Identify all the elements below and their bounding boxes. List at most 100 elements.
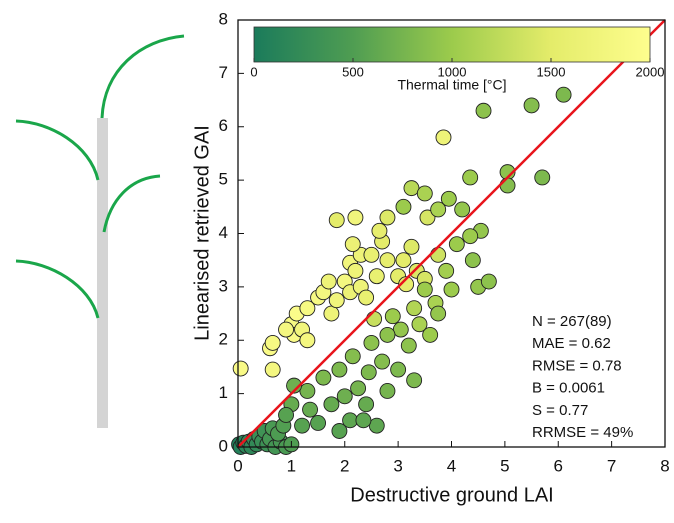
y-tick-label: 1	[219, 383, 228, 402]
point	[302, 401, 319, 418]
point	[328, 212, 345, 229]
stat-annotation: RMSE = 0.78	[532, 357, 622, 374]
stat-annotation: N = 267(89)	[532, 313, 612, 330]
point	[323, 396, 340, 413]
y-tick-label: 3	[219, 276, 228, 295]
point	[392, 321, 409, 338]
identity-line	[237, 19, 666, 448]
x-tick-label: 8	[660, 456, 669, 475]
point	[328, 292, 345, 309]
stat-annotation: RRMSE = 49%	[532, 424, 633, 441]
point	[331, 361, 348, 378]
point	[462, 228, 479, 245]
y-tick-label: 4	[219, 223, 228, 242]
y-tick-label: 6	[219, 116, 228, 135]
x-tick-label: 4	[447, 456, 456, 475]
point	[403, 180, 420, 197]
point	[363, 334, 380, 351]
point	[350, 380, 367, 397]
point	[462, 169, 479, 186]
point	[379, 326, 396, 343]
leaf	[100, 34, 185, 119]
point	[371, 222, 388, 239]
point	[344, 348, 361, 365]
point	[379, 252, 396, 269]
point	[416, 185, 433, 202]
y-tick-label: 7	[219, 63, 228, 82]
point	[315, 369, 332, 386]
point	[336, 388, 353, 405]
point	[278, 321, 294, 338]
leaf	[102, 174, 161, 233]
colorbar-tick-label: 500	[342, 64, 364, 79]
point	[232, 360, 249, 377]
point	[323, 305, 340, 322]
point	[395, 198, 412, 215]
colorbar-label: Thermal time [°C]	[397, 77, 506, 93]
point	[360, 364, 377, 381]
point	[400, 337, 417, 354]
leaf	[15, 119, 100, 181]
x-tick-label: 6	[554, 456, 563, 475]
point	[278, 407, 294, 423]
point	[448, 236, 465, 253]
x-tick-label: 7	[607, 456, 616, 475]
point	[406, 300, 423, 317]
point	[264, 334, 281, 351]
point	[422, 326, 439, 343]
x-tick-label: 0	[233, 456, 242, 475]
point	[398, 276, 415, 293]
point	[435, 129, 452, 146]
point	[320, 273, 337, 290]
point	[443, 281, 460, 298]
leaf	[15, 259, 100, 319]
y-tick-label: 2	[219, 330, 228, 349]
point	[310, 415, 327, 431]
point	[480, 273, 497, 290]
y-tick-label: 8	[219, 9, 228, 28]
y-tick-label: 0	[219, 436, 228, 455]
point	[344, 236, 361, 253]
point	[406, 372, 423, 389]
point	[363, 246, 380, 263]
stat-annotation: MAE = 0.62	[532, 335, 611, 352]
point	[384, 308, 401, 325]
colorbar-tick-label: 2000	[636, 64, 665, 79]
point	[366, 310, 383, 327]
plant-illustration	[15, 34, 185, 428]
colorbar	[253, 26, 651, 63]
stat-annotation: S = 0.77	[532, 402, 588, 419]
point	[454, 201, 471, 218]
point	[395, 252, 412, 269]
point	[499, 177, 516, 194]
point	[534, 169, 551, 186]
point	[430, 305, 447, 322]
point	[379, 383, 396, 399]
point	[523, 97, 540, 114]
point	[347, 262, 364, 279]
point	[430, 246, 447, 263]
point	[390, 361, 407, 378]
x-tick-label: 3	[393, 456, 402, 475]
stat-annotation: B = 0.0061	[532, 380, 605, 397]
point	[555, 86, 572, 103]
point	[294, 417, 310, 434]
x-tick-label: 5	[500, 456, 509, 475]
point	[358, 289, 375, 306]
x-tick-label: 1	[287, 456, 296, 475]
colorbar-tick-label: 1500	[537, 64, 566, 79]
point	[440, 190, 457, 207]
point	[368, 268, 385, 285]
point	[264, 361, 281, 378]
point	[347, 209, 364, 226]
point	[379, 209, 396, 226]
colorbar-tick-label: 0	[250, 64, 257, 79]
point	[368, 417, 385, 434]
point	[403, 238, 420, 255]
point	[331, 423, 348, 439]
x-axis-label: Destructive ground LAI	[350, 484, 553, 506]
point	[286, 377, 302, 394]
stem	[97, 118, 108, 428]
